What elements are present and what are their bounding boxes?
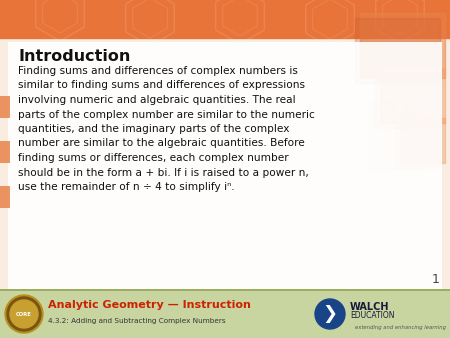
Text: Finding sums and differences of complex numbers is: Finding sums and differences of complex … [18, 66, 298, 76]
Text: 1: 1 [432, 273, 440, 286]
Bar [368, 145, 379, 156]
Bar [382, 103, 393, 114]
Text: finding sums or differences, each complex number: finding sums or differences, each comple… [18, 153, 288, 163]
Text: should be in the form a + bi. If i is raised to a power n,: should be in the form a + bi. If i is ra… [18, 168, 309, 177]
Bar [396, 131, 407, 142]
Text: involving numeric and algebraic quantities. The real: involving numeric and algebraic quantiti… [18, 95, 296, 105]
Bar [410, 117, 421, 128]
Bar [0, 141, 10, 163]
Circle shape [10, 300, 38, 328]
Circle shape [7, 297, 41, 331]
Bar [0, 96, 10, 118]
Text: WALCH: WALCH [350, 302, 390, 312]
Text: use the remainder of n ÷ 4 to simplify iⁿ.: use the remainder of n ÷ 4 to simplify i… [18, 182, 234, 192]
Text: Introduction: Introduction [18, 49, 130, 64]
Bar [410, 145, 421, 156]
Text: similar to finding sums and differences of expressions: similar to finding sums and differences … [18, 80, 305, 91]
Bar [396, 159, 407, 170]
Bar [368, 103, 379, 114]
Bar [0, 0, 450, 38]
Bar [368, 159, 379, 170]
Bar [395, 123, 440, 168]
Bar [410, 103, 421, 114]
Text: CORE: CORE [16, 312, 32, 316]
Text: 4.3.2: Adding and Subtracting Complex Numbers: 4.3.2: Adding and Subtracting Complex Nu… [48, 318, 225, 324]
Bar [382, 131, 393, 142]
Bar [355, 18, 440, 83]
Bar [382, 159, 393, 170]
Text: EDUCATION: EDUCATION [350, 312, 395, 320]
Bar [410, 131, 421, 142]
Bar [396, 103, 407, 114]
Bar [0, 290, 450, 338]
Bar [0, 186, 10, 208]
Bar [0, 289, 450, 291]
Bar [8, 42, 442, 290]
Bar [380, 68, 445, 123]
Bar [382, 117, 393, 128]
Bar [368, 131, 379, 142]
Bar [396, 117, 407, 128]
Circle shape [5, 295, 43, 333]
Text: quantities, and the imaginary parts of the complex: quantities, and the imaginary parts of t… [18, 124, 289, 134]
Bar [360, 13, 445, 78]
Bar [382, 145, 393, 156]
Bar [400, 118, 445, 163]
Circle shape [315, 299, 345, 329]
Bar [368, 117, 379, 128]
Text: extending and enhancing learning: extending and enhancing learning [355, 324, 446, 330]
Bar [375, 73, 440, 128]
Text: number are similar to the algebraic quantities. Before: number are similar to the algebraic quan… [18, 139, 305, 148]
Bar [410, 159, 421, 170]
Bar [396, 145, 407, 156]
Text: Analytic Geometry — Instruction: Analytic Geometry — Instruction [48, 300, 251, 310]
Text: ❯: ❯ [323, 305, 338, 323]
Text: parts of the complex number are similar to the numeric: parts of the complex number are similar … [18, 110, 315, 120]
